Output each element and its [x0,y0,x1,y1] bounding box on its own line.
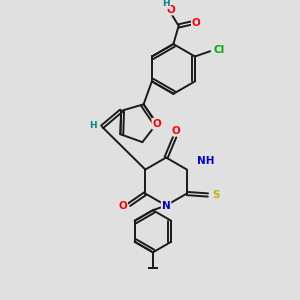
Text: O: O [167,4,176,15]
Text: O: O [192,18,201,28]
Text: H: H [89,121,97,130]
Text: O: O [118,201,127,211]
Text: O: O [172,126,181,136]
Text: N: N [162,200,170,211]
Text: NH: NH [197,156,214,167]
Text: H: H [162,0,170,8]
Text: Cl: Cl [213,45,224,55]
Text: O: O [152,119,161,129]
Text: S: S [212,190,220,200]
